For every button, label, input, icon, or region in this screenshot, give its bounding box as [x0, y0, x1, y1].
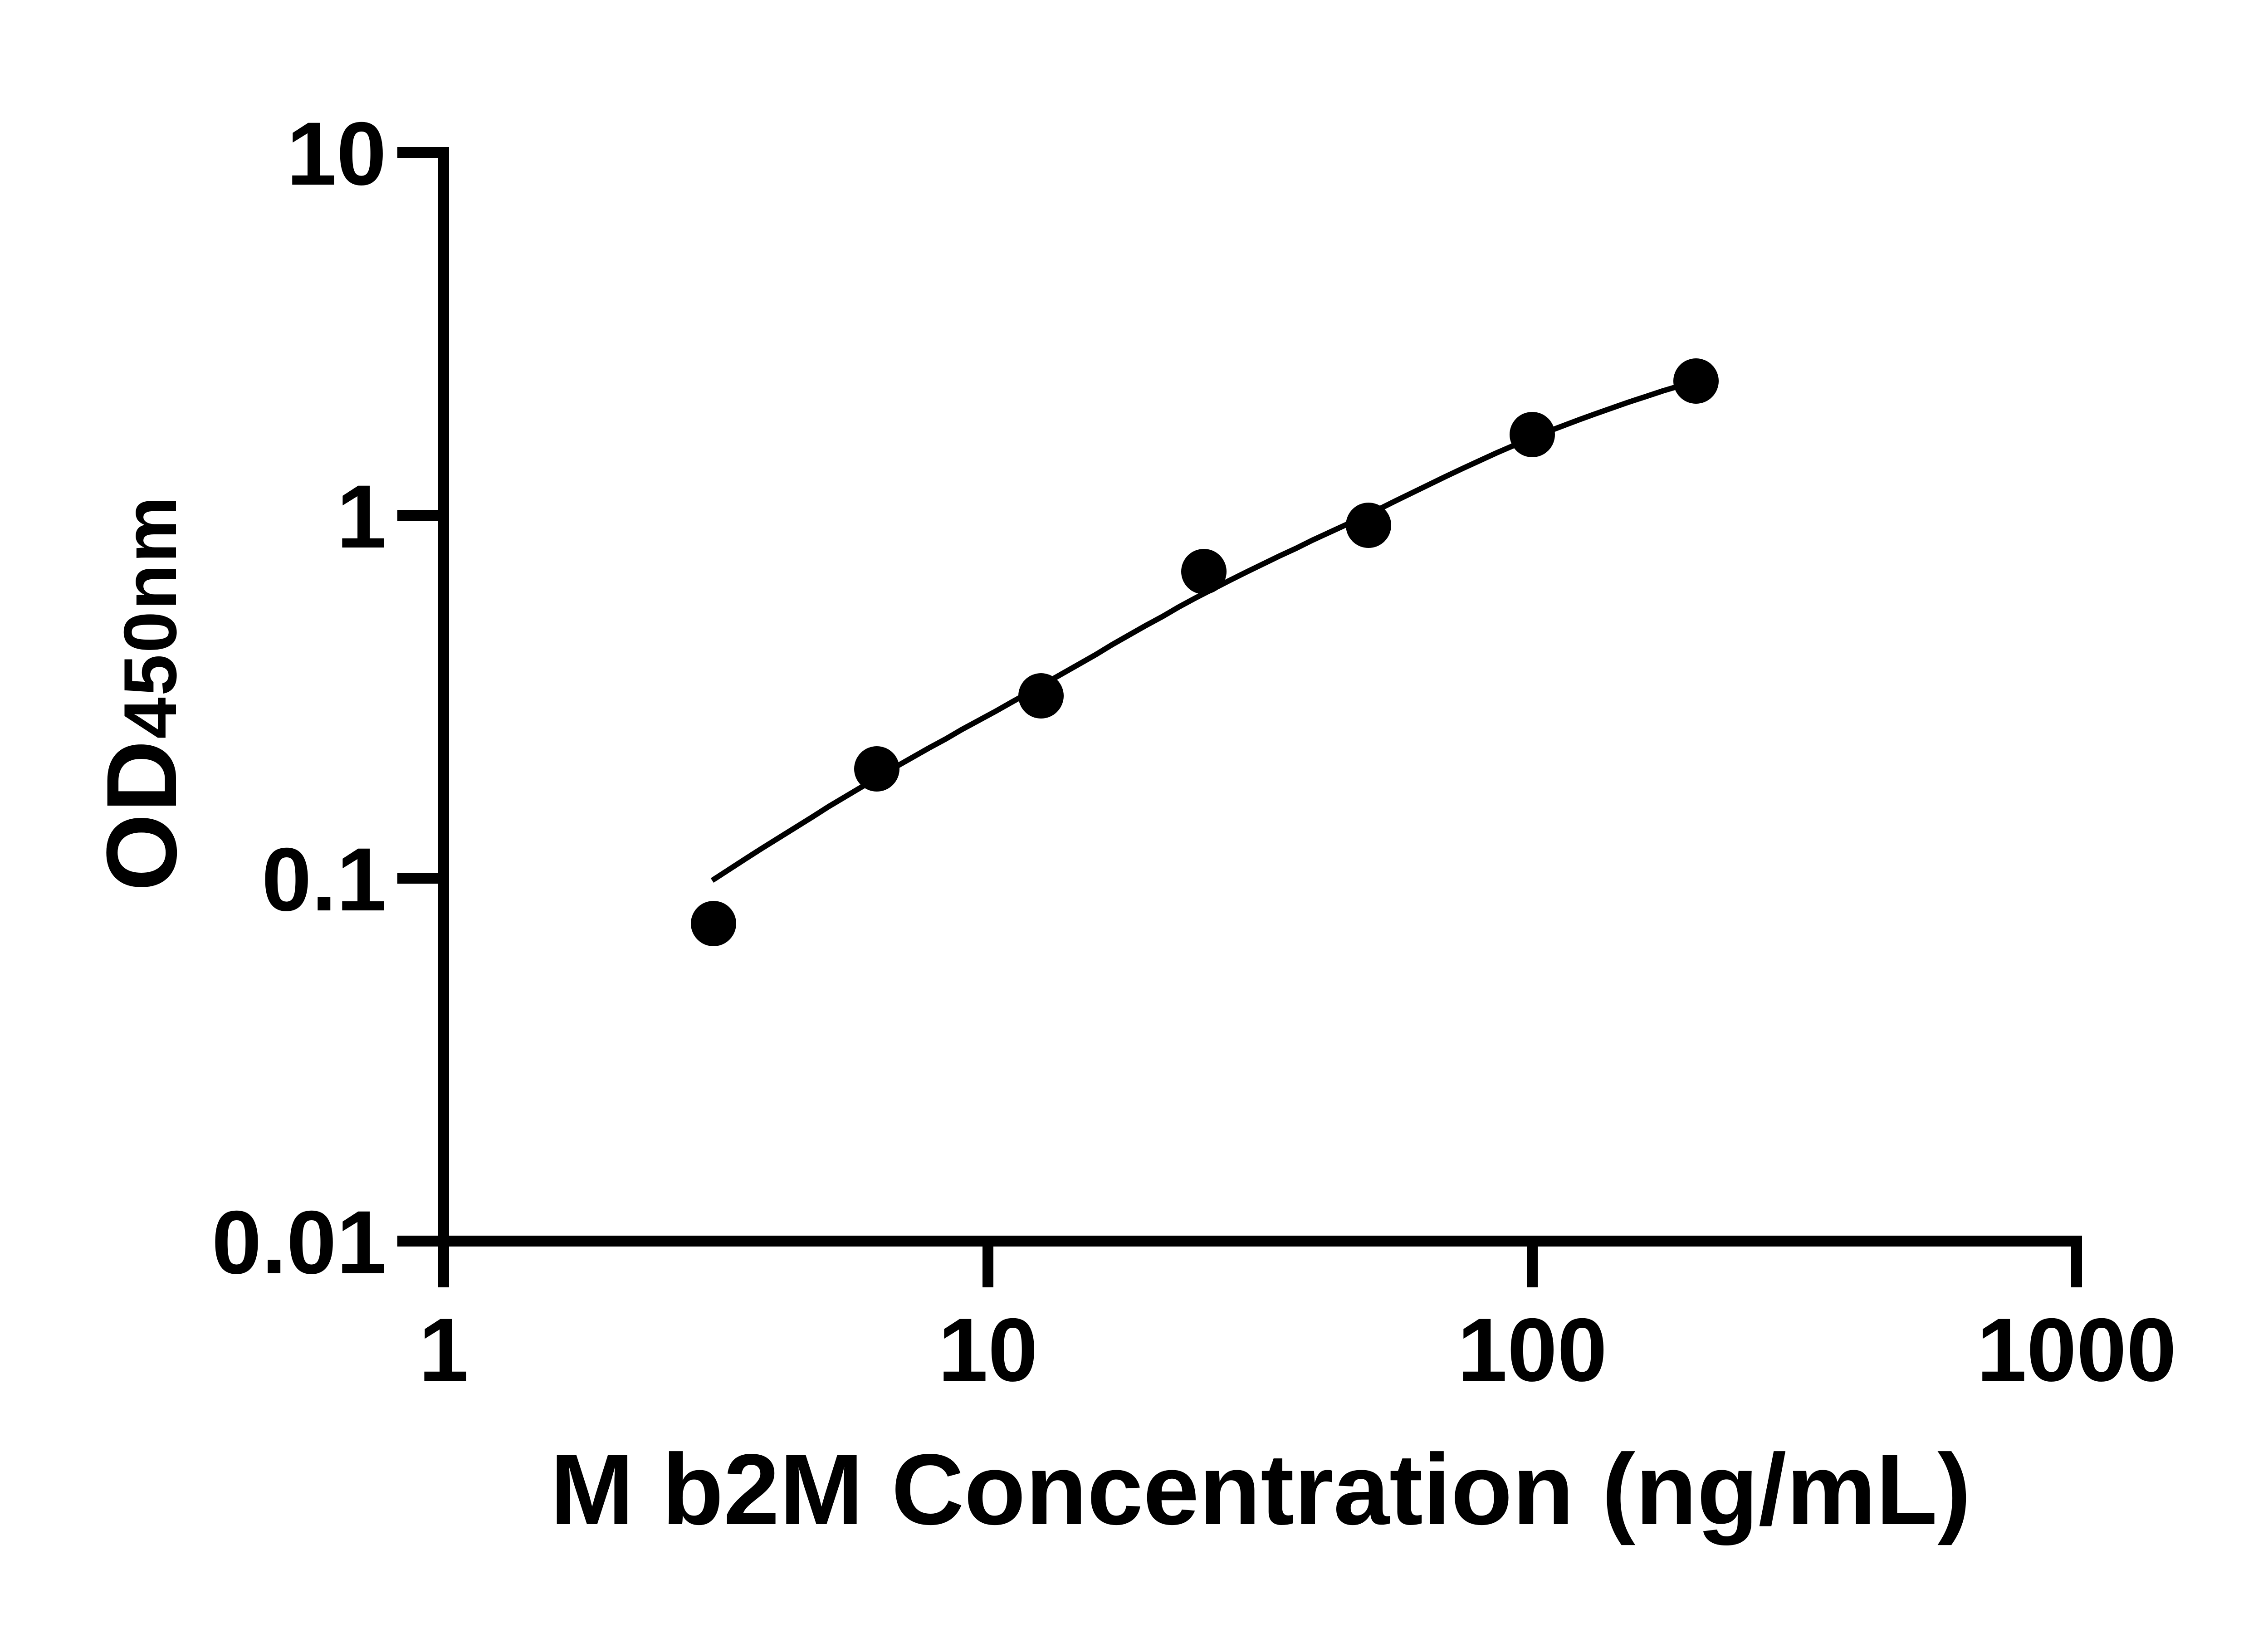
svg-text:1: 1: [419, 1300, 469, 1400]
svg-text:100: 100: [1457, 1300, 1607, 1400]
svg-text:0.01: 0.01: [212, 1192, 386, 1292]
svg-text:1000: 1000: [1977, 1300, 2176, 1400]
svg-text:10: 10: [287, 103, 386, 204]
svg-text:10: 10: [938, 1300, 1038, 1400]
svg-text:1: 1: [337, 466, 386, 567]
svg-text:M b2M Concentration (ng/mL): M b2M Concentration (ng/mL): [550, 1433, 1971, 1546]
svg-text:0.1: 0.1: [262, 829, 386, 929]
svg-text:OD450nm: OD450nm: [86, 495, 197, 891]
